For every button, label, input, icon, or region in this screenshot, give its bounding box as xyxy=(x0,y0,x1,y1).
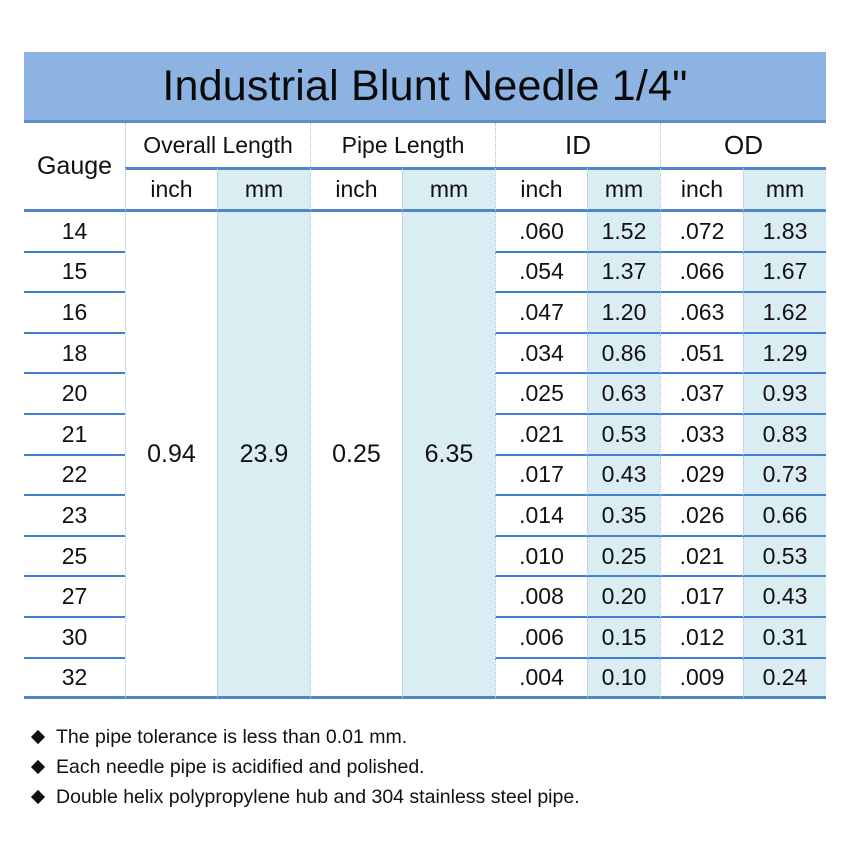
cell-od-inch: .017 xyxy=(660,577,743,618)
cell-od-inch: .066 xyxy=(660,252,743,294)
cell-od-mm: 0.73 xyxy=(743,455,826,497)
cell-od-inch: .033 xyxy=(660,414,743,456)
header-id: ID xyxy=(495,123,660,167)
cell-od-mm: 0.24 xyxy=(743,658,826,700)
unit-id-mm: mm xyxy=(587,167,660,212)
cell-od-mm: 0.66 xyxy=(743,496,826,537)
cell-od-inch: .063 xyxy=(660,293,743,334)
cell-id-inch: .010 xyxy=(495,536,587,578)
cell-id-mm: 0.15 xyxy=(587,617,660,659)
cell-gauge: 16 xyxy=(24,293,125,334)
unit-overall-mm: mm xyxy=(217,167,310,212)
cell-od-inch: .037 xyxy=(660,374,743,415)
header-overall-length: Overall Length xyxy=(125,123,310,167)
cell-od-mm: 0.31 xyxy=(743,617,826,659)
overall-length-mm: 23.9 xyxy=(217,212,310,700)
unit-od-inch: inch xyxy=(660,167,743,212)
cell-gauge: 18 xyxy=(24,334,125,375)
pipe-length-mm: 6.35 xyxy=(402,212,495,700)
cell-od-mm: 1.67 xyxy=(743,252,826,294)
page-title: Industrial Blunt Needle 1/4" xyxy=(24,52,826,123)
cell-od-mm: 1.62 xyxy=(743,293,826,334)
cell-od-mm: 1.83 xyxy=(743,212,826,253)
cell-gauge: 27 xyxy=(24,577,125,618)
pipe-length-inch: 0.25 xyxy=(310,212,402,700)
cell-gauge: 30 xyxy=(24,618,125,659)
header-od: OD xyxy=(660,123,826,167)
cell-od-inch: .026 xyxy=(660,496,743,537)
cell-od-mm: 0.43 xyxy=(743,577,826,618)
cell-id-mm: 0.86 xyxy=(587,333,660,375)
diamond-bullet-icon xyxy=(30,729,46,745)
cell-id-mm: 0.35 xyxy=(587,496,660,537)
diamond-bullet-icon xyxy=(30,789,46,805)
header-gauge: Gauge xyxy=(24,123,125,212)
cell-id-inch: .047 xyxy=(495,293,587,334)
notes-list: The pipe tolerance is less than 0.01 mm.… xyxy=(30,722,580,812)
cell-od-mm: 1.29 xyxy=(743,333,826,375)
cell-od-inch: .051 xyxy=(660,333,743,375)
cell-id-inch: .060 xyxy=(495,212,587,253)
cell-id-inch: .021 xyxy=(495,414,587,456)
cell-id-mm: 0.63 xyxy=(587,374,660,415)
unit-pipe-inch: inch xyxy=(310,167,402,212)
note-text: The pipe tolerance is less than 0.01 mm. xyxy=(56,726,408,748)
header-pipe-length: Pipe Length xyxy=(310,123,495,167)
cell-gauge: 21 xyxy=(24,415,125,456)
cell-id-inch: .034 xyxy=(495,333,587,375)
unit-pipe-mm: mm xyxy=(402,167,495,212)
cell-gauge: 25 xyxy=(24,537,125,578)
cell-id-mm: 1.20 xyxy=(587,293,660,334)
cell-id-inch: .004 xyxy=(495,658,587,700)
cell-id-mm: 1.37 xyxy=(587,252,660,294)
cell-od-inch: .009 xyxy=(660,658,743,700)
cell-id-inch: .008 xyxy=(495,577,587,618)
cell-od-inch: .012 xyxy=(660,617,743,659)
cell-id-mm: 0.43 xyxy=(587,455,660,497)
cell-id-inch: .054 xyxy=(495,252,587,294)
cell-id-mm: 0.25 xyxy=(587,536,660,578)
diamond-bullet-icon xyxy=(30,759,46,775)
cell-id-mm: 0.53 xyxy=(587,414,660,456)
note-item: The pipe tolerance is less than 0.01 mm. xyxy=(30,722,580,752)
cell-od-mm: 0.93 xyxy=(743,374,826,415)
unit-overall-inch: inch xyxy=(125,167,217,212)
cell-od-mm: 0.83 xyxy=(743,414,826,456)
cell-gauge: 20 xyxy=(24,374,125,415)
cell-id-inch: .025 xyxy=(495,374,587,415)
cell-id-mm: 1.52 xyxy=(587,212,660,253)
cell-od-inch: .021 xyxy=(660,536,743,578)
cell-id-mm: 0.10 xyxy=(587,658,660,700)
cell-gauge: 32 xyxy=(24,659,125,700)
unit-id-inch: inch xyxy=(495,167,587,212)
note-item: Double helix polypropylene hub and 304 s… xyxy=(30,782,580,812)
note-text: Double helix polypropylene hub and 304 s… xyxy=(56,786,580,808)
spec-table: Gauge Overall Length Pipe Length ID OD i… xyxy=(24,123,826,700)
cell-id-mm: 0.20 xyxy=(587,577,660,618)
unit-od-mm: mm xyxy=(743,167,826,212)
note-text: Each needle pipe is acidified and polish… xyxy=(56,756,425,778)
cell-gauge: 15 xyxy=(24,253,125,294)
cell-gauge: 22 xyxy=(24,456,125,497)
spec-sheet: Industrial Blunt Needle 1/4" Gauge Overa… xyxy=(24,52,826,700)
cell-gauge: 14 xyxy=(24,212,125,253)
cell-od-inch: .072 xyxy=(660,212,743,253)
overall-length-inch: 0.94 xyxy=(125,212,217,700)
cell-id-inch: .017 xyxy=(495,455,587,497)
cell-gauge: 23 xyxy=(24,496,125,537)
cell-id-inch: .014 xyxy=(495,496,587,537)
cell-id-inch: .006 xyxy=(495,617,587,659)
cell-od-mm: 0.53 xyxy=(743,536,826,578)
cell-od-inch: .029 xyxy=(660,455,743,497)
note-item: Each needle pipe is acidified and polish… xyxy=(30,752,580,782)
